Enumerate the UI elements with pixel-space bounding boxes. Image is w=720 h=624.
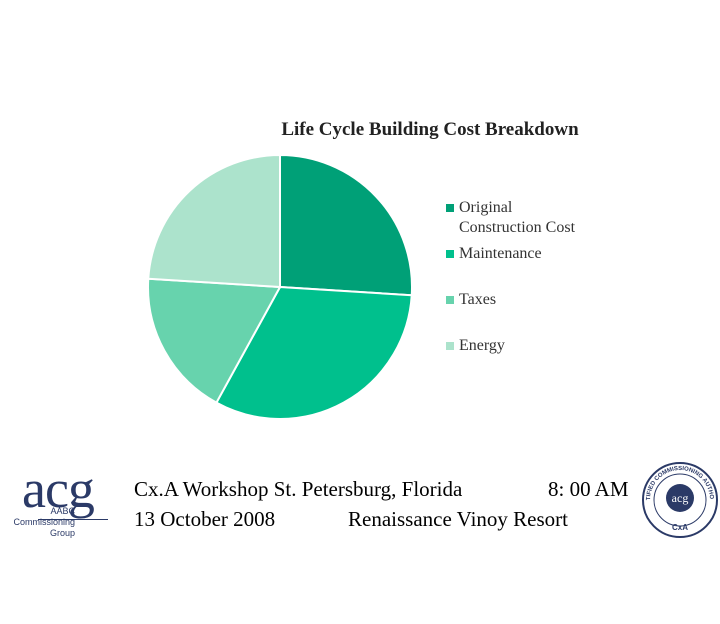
legend-swatch <box>446 296 454 304</box>
acg-logo: acg AABC Commissioning Group <box>0 459 115 540</box>
pie-slice-energy <box>147 153 281 289</box>
slide-footer: Cx.A Workshop St. Petersburg, Florida 8:… <box>134 474 629 534</box>
logo-rule <box>38 519 108 520</box>
svg-text:CxA: CxA <box>672 523 688 532</box>
logo-subtitle: AABC Commissioning Group <box>13 506 75 538</box>
svg-text:acg: acg <box>672 491 689 505</box>
footer-line-2: 13 October 2008 Renaissance Vinoy Resort <box>134 504 568 534</box>
pie-slice-original-construction-cost <box>279 153 413 297</box>
legend-swatch <box>446 342 454 350</box>
pie-chart <box>147 153 413 420</box>
legend-label: Maintenance <box>459 245 542 262</box>
pie-slice-taxes <box>147 277 282 405</box>
legend-swatch <box>446 204 454 212</box>
chart-title: Life Cycle Building Cost Breakdown <box>281 119 579 140</box>
footer-time: 8: 00 AM <box>548 477 629 501</box>
legend-label: Energy <box>459 337 505 354</box>
footer-event: Cx.A Workshop St. Petersburg, Florida <box>134 477 463 501</box>
pie-slice-maintenance <box>215 285 413 420</box>
footer-date: 13 October 2008 <box>134 507 276 531</box>
legend-label: Taxes <box>459 291 497 308</box>
legend-label: Original Construction Cost <box>459 199 576 236</box>
cxa-seal-logo: CERTIFIED COMMISSIONING AUTHORITY acg Cx… <box>640 460 718 538</box>
acg-logo-mark: acg <box>22 459 95 519</box>
legend-swatch <box>446 250 454 258</box>
footer-line-1: Cx.A Workshop St. Petersburg, Florida 8:… <box>134 474 629 504</box>
footer-venue: Renaissance Vinoy Resort <box>348 507 568 531</box>
